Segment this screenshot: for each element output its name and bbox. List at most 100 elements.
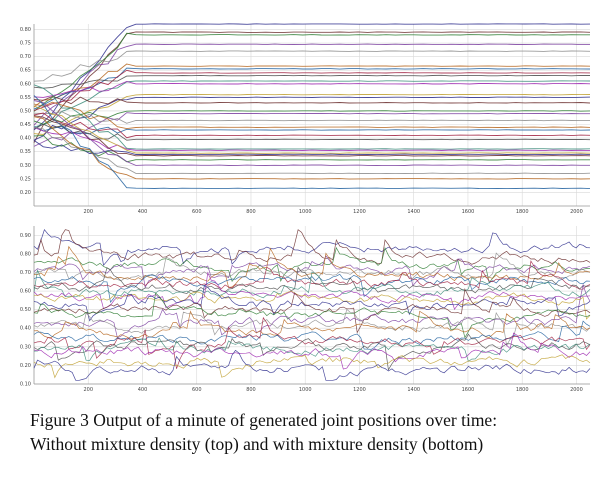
series-line — [33, 126, 591, 135]
series-line — [33, 140, 591, 156]
y-tick-label: 0.50 — [20, 108, 31, 114]
x-tick-label: 1000 — [299, 387, 312, 393]
series-line — [33, 50, 591, 82]
top-chart-svg: 200 400 600 800 1000 1200 1400 1600 1800 2000 0.80… — [20, 23, 591, 215]
series-line — [33, 31, 591, 143]
series-line — [33, 43, 590, 126]
series-line — [33, 112, 590, 147]
x-tick-label: 400 — [138, 209, 148, 215]
series-line — [33, 308, 591, 347]
series-line — [33, 96, 591, 141]
x-tick-label: 600 — [192, 387, 202, 393]
x-tick-label: 800 — [246, 387, 256, 393]
caption-line-1: Figure 3 Output of a minute of generated… — [30, 410, 498, 430]
bottom-chart-svg: 200 400 600 800 1000 1200 1400 1600 1800 2000 0.90… — [20, 226, 591, 393]
y-tick-label: 0.25 — [20, 176, 31, 182]
y-tick-label: 0.60 — [20, 81, 31, 87]
figure-caption: Figure 3 Output of a minute of generated… — [30, 408, 600, 456]
x-tick-label: 1400 — [407, 387, 420, 393]
series-line — [33, 96, 591, 105]
y-tick-label: 0.10 — [20, 382, 31, 388]
series-line — [33, 252, 591, 282]
series-line — [33, 67, 591, 110]
x-tick-label: 200 — [83, 209, 93, 215]
y-tick-label: 0.80 — [20, 27, 31, 33]
series-line — [33, 228, 591, 266]
x-tick-label: 800 — [246, 209, 256, 215]
x-tick-label: 1200 — [353, 209, 366, 215]
series-line — [33, 288, 591, 334]
series-line — [33, 123, 591, 141]
series-line — [33, 110, 591, 125]
series-line — [33, 316, 591, 369]
series-line — [33, 69, 591, 112]
series-line — [33, 63, 591, 108]
x-tick-label: 2000 — [570, 209, 583, 215]
series-line — [33, 115, 591, 157]
x-tick-label: 1400 — [407, 209, 420, 215]
top-chart: 200 400 600 800 1000 1200 1400 1600 1800 2000 0.80… — [18, 18, 596, 218]
y-tick-label: 0.20 — [20, 363, 31, 369]
series-line — [33, 273, 591, 304]
series-line — [33, 332, 591, 370]
series-line — [33, 74, 591, 89]
series-line — [33, 101, 591, 130]
y-tick-label: 0.75 — [20, 41, 31, 47]
series-line — [33, 310, 591, 340]
x-tick-label: 400 — [138, 387, 148, 393]
series-line — [33, 105, 591, 154]
series-line — [33, 290, 591, 320]
series-line — [33, 269, 591, 299]
bottom-chart: 200 400 600 800 1000 1200 1400 1600 1800 2000 0.90… — [18, 222, 596, 398]
series-line — [33, 354, 591, 379]
x-tick-label: 200 — [83, 387, 93, 393]
series-line — [33, 81, 591, 98]
x-tick-label: 1600 — [462, 387, 475, 393]
series-line — [33, 23, 591, 131]
x-tick-label: 1800 — [516, 209, 529, 215]
series-line — [33, 100, 590, 166]
series-line — [33, 84, 591, 150]
series-line — [33, 255, 591, 289]
series-line — [33, 333, 591, 371]
y-tick-label: 0.45 — [20, 122, 31, 128]
y-tick-label: 0.90 — [20, 233, 31, 239]
y-tick-label: 0.35 — [20, 149, 31, 155]
y-tick-label: 0.70 — [20, 54, 31, 60]
series-line — [33, 116, 591, 180]
series-line — [33, 32, 590, 112]
x-tick-label: 1800 — [516, 387, 529, 393]
series-line — [33, 246, 591, 284]
series-line — [33, 95, 591, 190]
x-tick-label: 2000 — [570, 387, 583, 393]
y-tick-label: 0.40 — [20, 326, 31, 332]
y-tick-label: 0.65 — [20, 68, 31, 74]
x-tick-label: 600 — [192, 209, 202, 215]
y-tick-label: 0.80 — [20, 251, 31, 257]
series-line — [33, 337, 591, 362]
series-line — [33, 229, 591, 265]
series-line — [33, 112, 591, 139]
y-tick-label: 0.50 — [20, 307, 31, 313]
series-line — [33, 283, 591, 339]
x-tick-label: 1200 — [353, 387, 366, 393]
y-tick-label: 0.40 — [20, 136, 31, 142]
series-line — [33, 260, 591, 290]
y-tick-label: 0.20 — [20, 190, 31, 196]
x-tick-label: 1000 — [299, 209, 312, 215]
caption-line-2: Without mixture density (top) and with m… — [30, 434, 484, 454]
series-line — [33, 126, 591, 152]
y-tick-label: 0.30 — [20, 163, 31, 169]
series-line — [33, 349, 591, 381]
x-tick-label: 1600 — [462, 209, 475, 215]
series-line — [33, 111, 590, 124]
series-line — [33, 285, 591, 322]
series-line — [33, 126, 591, 175]
y-tick-label: 0.30 — [20, 344, 31, 350]
y-tick-label: 0.55 — [20, 95, 31, 101]
y-tick-label: 0.60 — [20, 289, 31, 295]
series-line — [33, 266, 591, 294]
series-line — [33, 93, 591, 135]
series-line — [33, 320, 591, 350]
y-tick-label: 0.70 — [20, 270, 31, 276]
